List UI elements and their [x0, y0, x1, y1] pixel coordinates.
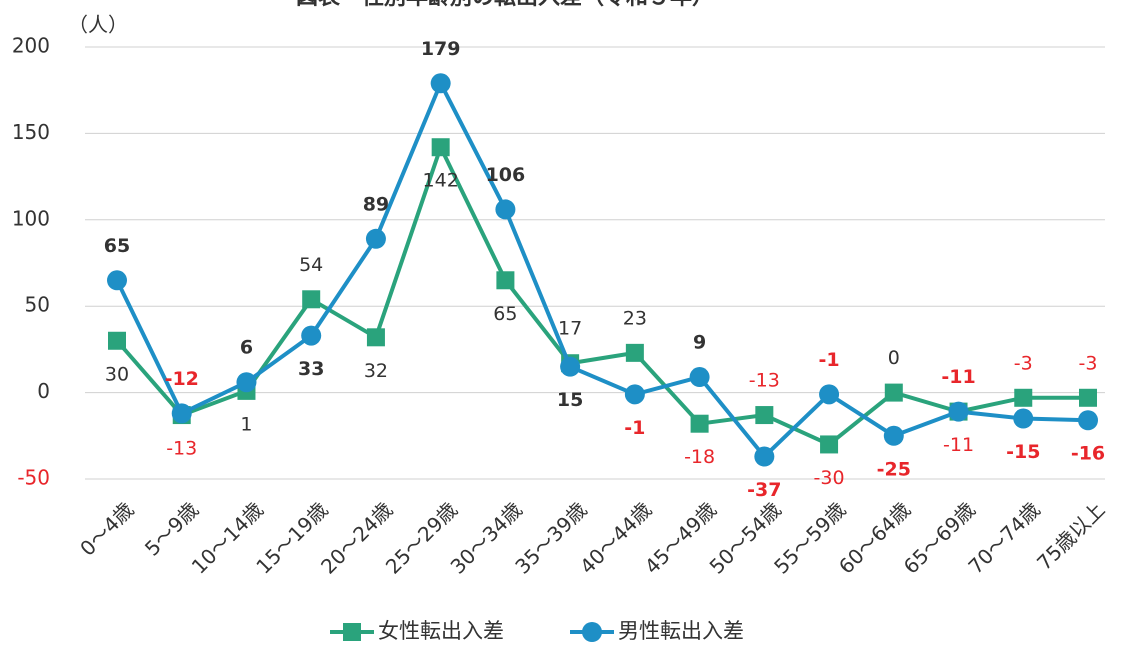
y-tick-label: -50: [17, 466, 50, 490]
y-tick-label: 150: [12, 120, 50, 144]
marker: [755, 406, 774, 425]
marker: [624, 384, 645, 405]
marker: [1078, 410, 1098, 431]
marker: [754, 446, 775, 467]
data-label: -12: [165, 368, 199, 390]
x-tick-label: 70～74歳: [963, 497, 1044, 578]
marker: [1079, 388, 1097, 407]
data-label: 15: [557, 389, 583, 411]
data-label: -1: [624, 417, 645, 439]
y-unit: （人）: [68, 13, 128, 37]
marker: [948, 401, 969, 422]
marker: [496, 271, 515, 290]
data-label: 32: [364, 360, 388, 382]
data-label: 142: [423, 170, 459, 192]
data-label: 17: [558, 318, 582, 340]
data-label: -3: [1014, 352, 1033, 374]
marker: [107, 270, 127, 291]
marker: [366, 328, 385, 347]
series-line: [115, 145, 1088, 447]
data-label: 65: [493, 303, 517, 325]
marker: [301, 325, 322, 346]
data-label: 54: [299, 254, 323, 276]
marker: [625, 343, 644, 362]
marker: [560, 356, 581, 377]
data-label: -3: [1079, 352, 1098, 374]
series-line: [115, 81, 1089, 459]
marker: [495, 199, 516, 220]
marker: [171, 403, 192, 424]
data-label: 89: [363, 193, 389, 215]
data-label: -37: [747, 479, 781, 501]
data-label: 106: [486, 164, 526, 186]
data-label: 0: [888, 347, 900, 369]
data-label: 6: [240, 337, 253, 359]
data-label: -15: [1006, 441, 1040, 463]
y-tick-label: 200: [12, 34, 50, 58]
data-label: -25: [877, 458, 911, 480]
y-tick-label: 0: [37, 379, 50, 403]
data-label: 65: [104, 235, 130, 257]
y-tick-label: 50: [25, 293, 50, 317]
data-label: -18: [684, 446, 715, 468]
data-label: -11: [941, 366, 975, 388]
data-label: -13: [166, 438, 197, 460]
data-label: -30: [814, 467, 845, 489]
data-label: -1: [819, 349, 840, 371]
marker: [108, 331, 126, 350]
data-label: 33: [298, 358, 324, 380]
data-label: 23: [623, 307, 647, 329]
x-tick-label: 75歳以上: [1032, 497, 1109, 574]
legend-label: 女性転出入差: [378, 619, 504, 643]
legend-marker: [343, 623, 361, 641]
marker: [430, 73, 451, 94]
marker: [1013, 408, 1034, 429]
marker: [819, 384, 840, 405]
marker: [884, 383, 903, 402]
marker: [1014, 388, 1033, 407]
data-label: 9: [693, 332, 706, 354]
marker: [690, 414, 709, 433]
legend-label: 男性転出入差: [618, 619, 744, 643]
legend-marker: [582, 622, 602, 642]
data-label: -16: [1071, 443, 1105, 465]
marker: [365, 228, 386, 249]
chart-title: 図表 性別年齢別の転出入差（令和５年）: [296, 0, 714, 10]
x-tick-label: 5～9歳: [140, 497, 203, 560]
x-tick-label: 0～4歳: [75, 497, 138, 560]
data-label: 179: [421, 38, 461, 60]
marker: [689, 367, 710, 388]
data-label: -13: [749, 370, 780, 392]
marker: [820, 435, 839, 454]
data-label: 1: [240, 413, 252, 435]
marker: [431, 138, 450, 157]
marker: [302, 290, 321, 309]
y-tick-label: 100: [12, 206, 50, 230]
data-label: 30: [105, 363, 129, 385]
marker: [236, 372, 257, 393]
marker: [883, 425, 904, 446]
data-label: -11: [943, 434, 974, 456]
